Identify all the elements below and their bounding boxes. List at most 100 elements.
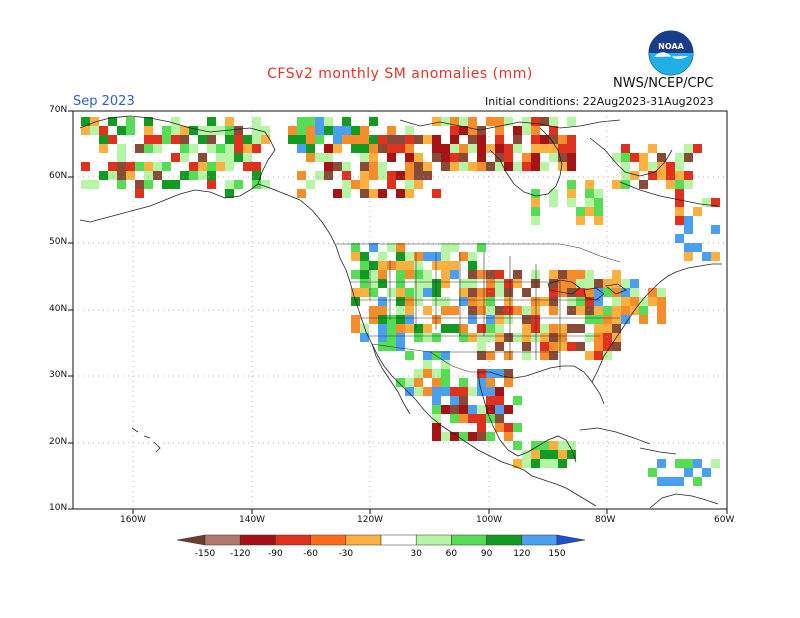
anomaly-cell <box>594 351 603 360</box>
anomaly-cell <box>576 324 585 333</box>
anomaly-cell <box>513 396 522 405</box>
anomaly-cell <box>153 171 162 180</box>
anomaly-cell <box>711 252 720 261</box>
anomaly-cell <box>513 126 522 135</box>
legend-label: -60 <box>303 549 318 559</box>
anomaly-cell <box>558 153 567 162</box>
anomaly-cell <box>153 135 162 144</box>
anomaly-cell <box>684 171 693 180</box>
anomaly-cell <box>567 324 576 333</box>
anomaly-cell <box>414 387 423 396</box>
anomaly-cell <box>441 252 450 261</box>
anomaly-cell <box>396 279 405 288</box>
anomaly-cell <box>477 405 486 414</box>
lat-label: 60N <box>49 171 68 181</box>
anomaly-cell <box>306 180 315 189</box>
anomaly-cell <box>207 162 216 171</box>
anomaly-cell <box>549 288 558 297</box>
anomaly-cell <box>441 162 450 171</box>
anomaly-cell <box>81 117 90 126</box>
anomaly-cell <box>369 279 378 288</box>
anomaly-cell <box>585 270 594 279</box>
legend-label: -90 <box>268 549 283 559</box>
anomaly-cell <box>441 351 450 360</box>
anomaly-cell <box>585 351 594 360</box>
anomaly-cell <box>495 306 504 315</box>
anomaly-cell <box>405 261 414 270</box>
anomaly-cell <box>342 117 351 126</box>
legend-label: -120 <box>230 549 251 559</box>
anomaly-cell <box>477 423 486 432</box>
anomaly-cell <box>450 270 459 279</box>
anomaly-cell <box>405 162 414 171</box>
anomaly-cell <box>99 126 108 135</box>
anomaly-cell <box>513 423 522 432</box>
anomaly-cell <box>495 342 504 351</box>
anomaly-cell <box>378 342 387 351</box>
anomaly-cell <box>387 243 396 252</box>
anomaly-cell <box>585 180 594 189</box>
anomaly-cell <box>531 459 540 468</box>
anomaly-cell <box>567 288 576 297</box>
anomaly-cell <box>441 360 450 369</box>
anomaly-cell <box>468 297 477 306</box>
anomaly-cell <box>477 135 486 144</box>
anomaly-cell <box>594 342 603 351</box>
anomaly-cell <box>531 306 540 315</box>
anomaly-cell <box>225 180 234 189</box>
anomaly-cell <box>684 225 693 234</box>
anomaly-cell <box>162 135 171 144</box>
anomaly-cell <box>612 324 621 333</box>
anomaly-cell <box>504 117 513 126</box>
anomaly-cell <box>522 153 531 162</box>
anomaly-cell <box>378 135 387 144</box>
anomaly-cell <box>495 153 504 162</box>
anomaly-cell <box>351 126 360 135</box>
anomaly-cell <box>486 270 495 279</box>
anomaly-cell <box>396 144 405 153</box>
anomaly-cell <box>216 126 225 135</box>
anomaly-cell <box>675 153 684 162</box>
anomaly-cell <box>459 288 468 297</box>
anomaly-cell <box>657 297 666 306</box>
anomaly-cell <box>387 333 396 342</box>
anomaly-cell <box>396 135 405 144</box>
anomaly-cell <box>459 396 468 405</box>
anomaly-cell <box>144 162 153 171</box>
anomaly-cell <box>684 459 693 468</box>
lat-label: 10N <box>49 503 68 513</box>
anomaly-cell <box>324 153 333 162</box>
anomaly-cell <box>477 288 486 297</box>
anomaly-cell <box>639 315 648 324</box>
anomaly-cell <box>486 351 495 360</box>
anomaly-cell <box>693 477 702 486</box>
anomaly-cell <box>450 414 459 423</box>
anomaly-cell <box>234 180 243 189</box>
anomaly-cell <box>360 252 369 261</box>
anomaly-cell <box>441 279 450 288</box>
anomaly-cell <box>432 351 441 360</box>
legend-swatch <box>345 534 382 546</box>
anomaly-cell <box>405 270 414 279</box>
anomaly-cell <box>477 324 486 333</box>
anomaly-cell <box>684 216 693 225</box>
anomaly-cell <box>495 117 504 126</box>
anomaly-cell <box>495 414 504 423</box>
legend-swatch <box>486 534 523 546</box>
legend-swatch <box>310 534 347 546</box>
anomaly-cell <box>576 216 585 225</box>
anomaly-cell <box>459 387 468 396</box>
anomaly-cell <box>567 297 576 306</box>
anomaly-cell <box>198 153 207 162</box>
anomaly-cell <box>306 126 315 135</box>
anomaly-cell <box>342 171 351 180</box>
anomaly-cell <box>657 288 666 297</box>
legend-label: 120 <box>513 549 530 559</box>
anomaly-cell <box>675 234 684 243</box>
anomaly-cell <box>603 306 612 315</box>
anomaly-cell <box>243 162 252 171</box>
anomaly-cell <box>675 216 684 225</box>
anomaly-cell <box>558 270 567 279</box>
anomaly-cell <box>369 270 378 279</box>
anomaly-cell <box>468 162 477 171</box>
